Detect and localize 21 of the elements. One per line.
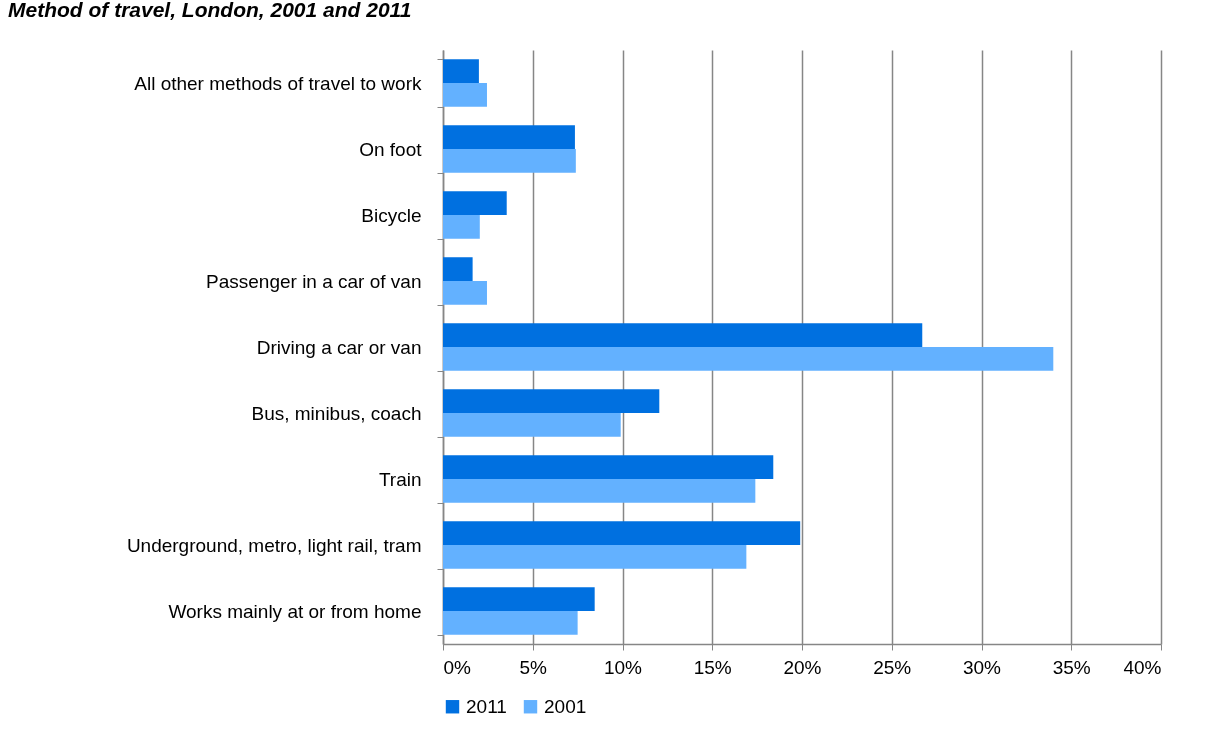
- x-tick-label: 0%: [443, 656, 472, 678]
- y-tick-label: Bicycle: [361, 204, 422, 226]
- y-tick-label: Bus, minibus, coach: [251, 402, 422, 424]
- x-tick-label: 5%: [519, 656, 548, 678]
- x-tick-label: 40%: [1123, 656, 1162, 678]
- text: Method of travel, London, 2001 and 2011: [8, 0, 412, 21]
- x-tick-label: 35%: [1052, 656, 1091, 678]
- y-tick-label: Driving a car or van: [256, 336, 422, 358]
- y-tick-label: All other methods of travel to work: [134, 72, 422, 94]
- y-tick-label: Underground, metro, light rail, tram: [126, 534, 422, 556]
- y-tick-label: Works mainly at or from home: [168, 600, 422, 622]
- x-tick-label: 10%: [603, 656, 643, 678]
- x-tick-label: 30%: [962, 656, 1002, 678]
- legend-label: 2011: [466, 695, 507, 717]
- y-tick-label: On foot: [359, 138, 423, 160]
- x-tick-label: 25%: [873, 656, 912, 678]
- y-tick-label: Passenger in a car of van: [206, 270, 422, 292]
- y-tick-label: Train: [378, 468, 422, 490]
- x-tick-label: 15%: [693, 656, 732, 678]
- legend-label: 2001: [544, 695, 587, 717]
- x-tick-label: 20%: [783, 656, 822, 678]
